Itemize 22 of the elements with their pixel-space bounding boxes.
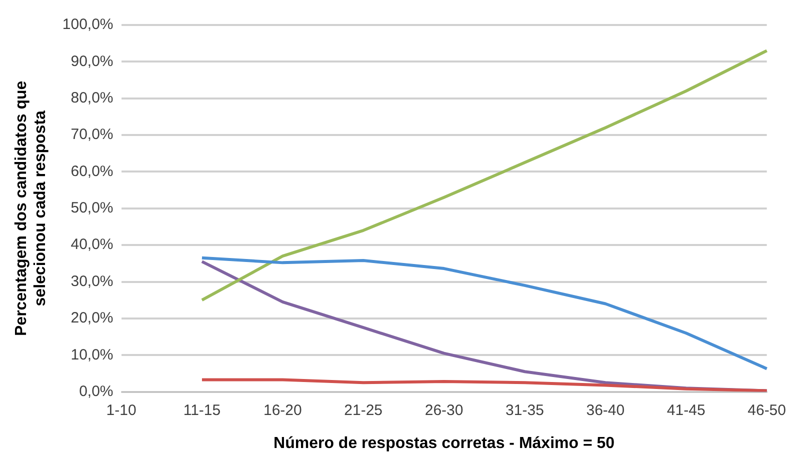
x-axis-title: Número de respostas corretas - Máximo = 50 [274,434,615,452]
x-tick-label: 26-30 [424,402,464,419]
x-tick-label: 41-45 [666,402,706,419]
y-tick-label: 50,0% [70,200,114,217]
y-tick-label: 70,0% [70,126,114,144]
y-tick-label: 100,0% [62,16,114,34]
x-tick-label: 16-20 [263,402,302,419]
y-tick-label: 0,0% [79,382,114,400]
y-tick-label: 20,0% [70,310,114,327]
x-tick-label: 31-35 [506,402,544,419]
y-tick-label: 60,0% [70,162,114,180]
y-tick-label: 40,0% [70,236,114,254]
y-axis-title: Percentagem dos candidatos que selecionou cada resposta [13,80,50,336]
x-tick-label: 21-25 [344,402,383,419]
y-tick-label: 10,0% [70,346,114,364]
x-tick-label: 36-40 [586,402,625,419]
x-tick-label: 1-10 [106,402,136,419]
y-tick-label: 90,0% [70,52,114,70]
y-tick-label: 80,0% [70,90,114,106]
x-tick-label: 46-50 [748,402,786,419]
y-tick-label: 30,0% [70,272,114,290]
x-tick-label: 11-15 [183,402,221,419]
